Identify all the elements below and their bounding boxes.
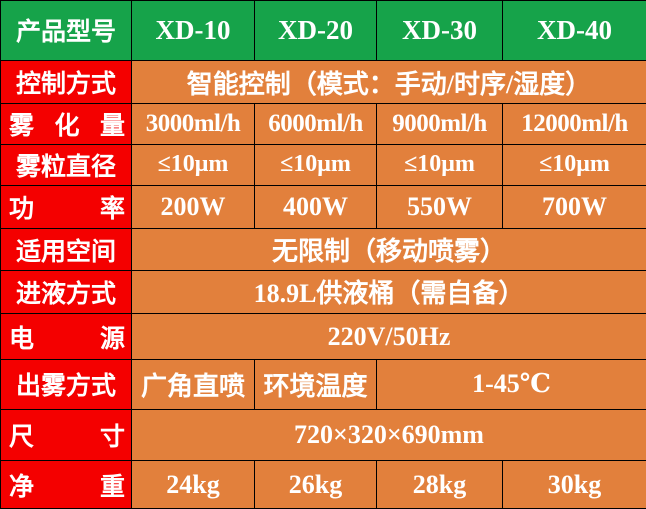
header-model-1: XD-10: [131, 0, 255, 61]
row-value-net-weight-1: 24kg: [131, 460, 255, 509]
row-label-applicable-space: 适用空间: [0, 228, 132, 271]
row-label-power-supply: 电 源: [0, 313, 132, 360]
table-row-dimensions: 尺 寸 720×320×690mm: [0, 408, 646, 462]
row-label-spray-mode: 出雾方式: [0, 358, 132, 410]
table-row-power: 功 率 200W 400W 550W 700W: [0, 184, 646, 230]
table-row-atomizing-volume: 雾 化 量 3000ml/h 6000ml/h 9000ml/h 12000ml…: [0, 103, 646, 145]
row-label-power: 功 率: [0, 184, 132, 230]
row-label-net-weight: 净 重: [0, 460, 132, 509]
row-value-power-2: 400W: [254, 184, 377, 230]
row-value-power-4: 700W: [502, 184, 646, 230]
row-value-atomizing-volume-3: 9000ml/h: [376, 103, 503, 145]
row-value-applicable-space: 无限制（移动喷雾）: [131, 228, 646, 271]
row-value-control-mode: 智能控制（模式：手动/时序/湿度）: [131, 59, 646, 105]
row-label-control-mode: 控制方式: [0, 59, 132, 105]
row-label-atomizing-volume: 雾 化 量: [0, 103, 132, 145]
row-value-droplet-diameter-4: ≤10μm: [502, 143, 646, 186]
row-value-atomizing-volume-2: 6000ml/h: [254, 103, 377, 145]
row-value-net-weight-4: 30kg: [502, 460, 646, 509]
table-row-spray-mode: 出雾方式 广角直喷 环境温度 1-45℃: [0, 358, 646, 410]
row-value-power-1: 200W: [131, 184, 255, 230]
table-row-applicable-space: 适用空间 无限制（移动喷雾）: [0, 228, 646, 271]
row-value-droplet-diameter-2: ≤10μm: [254, 143, 377, 186]
table-row-power-supply: 电 源 220V/50Hz: [0, 313, 646, 360]
row-label-ambient-temperature: 环境温度: [254, 358, 377, 410]
row-value-net-weight-3: 28kg: [376, 460, 503, 509]
table-row-droplet-diameter: 雾粒直径 ≤10μm ≤10μm ≤10μm ≤10μm: [0, 143, 646, 186]
table-header-row: 产品型号 XD-10 XD-20 XD-30 XD-40: [0, 0, 646, 61]
row-label-dimensions: 尺 寸: [0, 408, 132, 462]
row-value-power-3: 550W: [376, 184, 503, 230]
row-value-power-supply: 220V/50Hz: [131, 313, 646, 360]
row-value-ambient-temperature: 1-45℃: [376, 358, 646, 410]
row-label-droplet-diameter: 雾粒直径: [0, 143, 132, 186]
row-value-droplet-diameter-3: ≤10μm: [376, 143, 503, 186]
row-value-dimensions: 720×320×690mm: [131, 408, 646, 462]
header-model-4: XD-40: [502, 0, 646, 61]
row-value-droplet-diameter-1: ≤10μm: [131, 143, 255, 186]
header-model-2: XD-20: [254, 0, 377, 61]
row-value-atomizing-volume-4: 12000ml/h: [502, 103, 646, 145]
row-value-spray-mode: 广角直喷: [131, 358, 255, 410]
table-row-net-weight: 净 重 24kg 26kg 28kg 30kg: [0, 460, 646, 509]
header-model-3: XD-30: [376, 0, 503, 61]
header-label-product-model: 产品型号: [0, 0, 132, 61]
row-value-liquid-feed: 18.9L供液桶（需自备）: [131, 269, 646, 315]
row-value-net-weight-2: 26kg: [254, 460, 377, 509]
row-label-liquid-feed: 进液方式: [0, 269, 132, 315]
row-value-atomizing-volume-1: 3000ml/h: [131, 103, 255, 145]
table-row-liquid-feed: 进液方式 18.9L供液桶（需自备）: [0, 269, 646, 315]
table-row-control-mode: 控制方式 智能控制（模式：手动/时序/湿度）: [0, 59, 646, 105]
